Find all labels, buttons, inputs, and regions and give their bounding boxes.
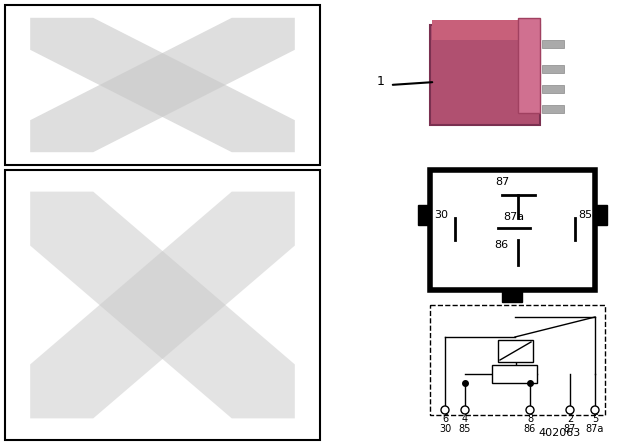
Bar bbox=[498, 340, 533, 362]
Text: 2: 2 bbox=[567, 414, 573, 424]
Circle shape bbox=[526, 406, 534, 414]
Circle shape bbox=[461, 406, 469, 414]
Polygon shape bbox=[30, 18, 295, 152]
Bar bbox=[542, 85, 564, 93]
Text: 87: 87 bbox=[564, 424, 576, 434]
Text: 4: 4 bbox=[462, 414, 468, 424]
Text: 87a: 87a bbox=[504, 212, 525, 222]
Text: 87: 87 bbox=[495, 177, 509, 187]
Bar bbox=[430, 305, 605, 415]
Text: 5: 5 bbox=[592, 414, 598, 424]
Bar bbox=[542, 40, 564, 48]
Bar bbox=[5, 170, 320, 440]
Text: 85: 85 bbox=[578, 210, 592, 220]
Bar bbox=[518, 18, 540, 113]
Text: 30: 30 bbox=[434, 210, 448, 220]
Circle shape bbox=[566, 406, 574, 414]
Bar bbox=[5, 5, 320, 165]
Bar bbox=[595, 205, 607, 225]
Text: 86: 86 bbox=[524, 424, 536, 434]
Bar bbox=[430, 170, 595, 290]
Bar bbox=[492, 365, 537, 383]
Text: 6: 6 bbox=[442, 414, 448, 424]
Text: 8: 8 bbox=[527, 414, 533, 424]
Text: 1: 1 bbox=[377, 75, 385, 88]
Text: 30: 30 bbox=[439, 424, 451, 434]
Polygon shape bbox=[30, 192, 295, 418]
Bar bbox=[430, 25, 540, 125]
Text: 87a: 87a bbox=[586, 424, 604, 434]
Bar bbox=[542, 65, 564, 73]
Circle shape bbox=[441, 406, 449, 414]
Text: 85: 85 bbox=[459, 424, 471, 434]
Polygon shape bbox=[30, 192, 295, 418]
Text: 86: 86 bbox=[494, 240, 508, 250]
Polygon shape bbox=[30, 18, 295, 152]
Bar bbox=[432, 20, 537, 40]
Bar bbox=[418, 205, 430, 225]
Bar bbox=[542, 105, 564, 113]
Circle shape bbox=[591, 406, 599, 414]
Text: 402063: 402063 bbox=[539, 428, 581, 438]
Bar bbox=[502, 290, 522, 302]
